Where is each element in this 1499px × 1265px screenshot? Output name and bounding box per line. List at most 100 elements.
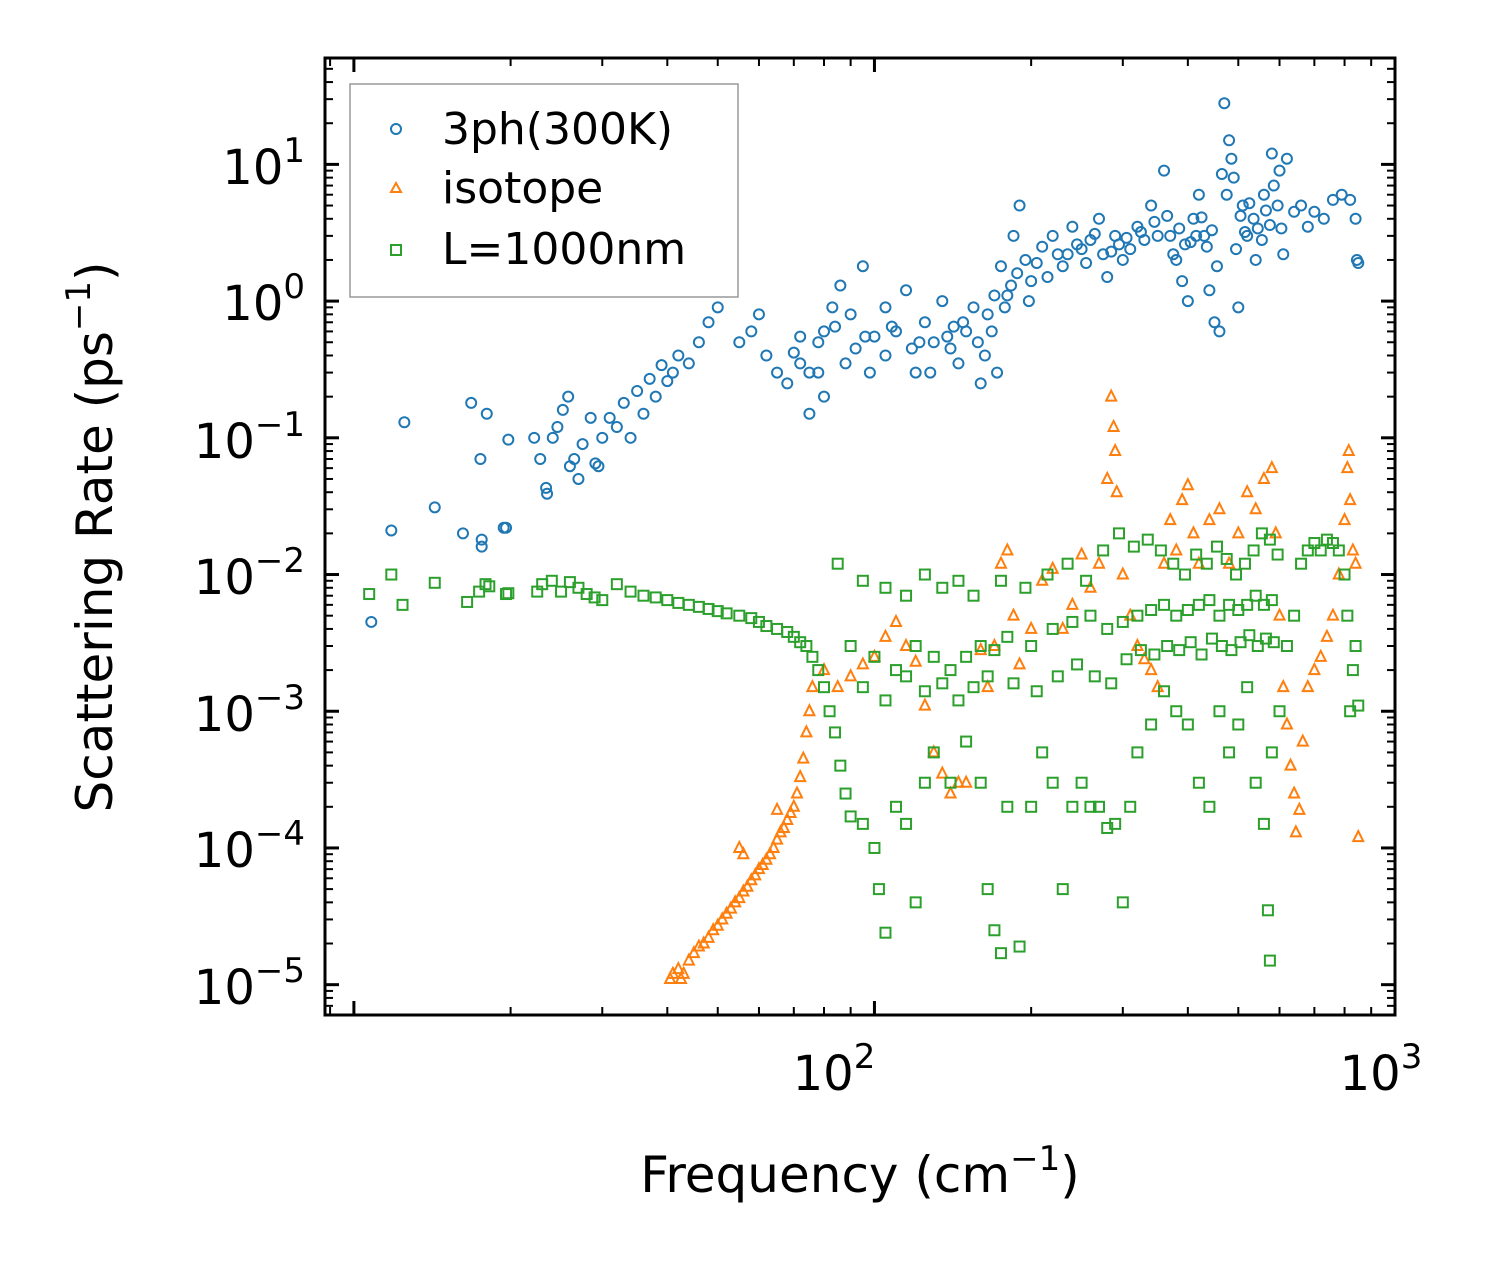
point-0-167 [913,336,926,349]
point-0-148 [1151,229,1164,242]
point-0-192 [1267,179,1280,192]
legend-box [349,83,739,298]
point-2-130 [1210,540,1223,553]
point-2-21 [637,589,650,602]
point-1-99 [1276,678,1290,693]
point-2-117 [1019,581,1032,594]
point-2-98 [1314,544,1327,557]
legend-marker-3ph [390,123,402,135]
point-2-185 [1161,640,1174,653]
point-2-48 [868,841,881,854]
point-2-152 [1101,622,1114,635]
point-0-145 [1113,238,1126,251]
point-0-169 [957,316,970,329]
point-2-136 [1263,533,1276,546]
point-2-106 [1349,640,1362,653]
point-0-132 [905,342,918,355]
point-0-105 [1223,134,1236,147]
point-0-131 [879,301,892,314]
point-2-40 [812,664,825,677]
point-2-172 [936,677,949,690]
series-0 [365,97,1365,628]
point-1-67 [1065,596,1079,610]
point-2-139 [868,650,881,663]
point-2-73 [1109,817,1122,830]
point-0-83 [1056,260,1069,273]
point-1-117 [1348,555,1363,569]
point-2-83 [1213,705,1226,718]
point-0-8 [475,533,488,546]
point-2-41 [818,681,831,694]
point-0-99 [1192,188,1205,201]
point-2-133 [1238,557,1251,570]
point-0-107 [1232,301,1245,314]
point-2-187 [1184,636,1197,649]
point-0-57 [826,301,839,314]
point-0-146 [1124,243,1137,256]
point-2-146 [988,644,1001,657]
point-0-143 [1080,256,1093,269]
point-1-40 [770,801,784,815]
point-0-79 [1019,253,1032,266]
legend-marker-l1000 [390,244,402,256]
x-tick-label-100: 102 [793,1037,876,1102]
point-0-182 [1173,222,1186,235]
y-tick-label-1e-4: 10−4 [194,814,305,879]
point-0-135 [967,301,980,314]
point-1-115 [1343,491,1357,506]
point-2-9 [502,587,515,600]
point-1-46 [878,628,893,642]
point-2-88 [1257,817,1270,830]
point-2-50 [879,926,892,939]
point-2-158 [1181,604,1194,617]
point-0-183 [1184,236,1197,249]
point-0-158 [1255,233,1268,246]
point-1-48 [899,637,913,652]
point-2-91 [1265,746,1278,759]
point-2-179 [1071,658,1084,671]
point-2-170 [900,670,913,683]
point-2-161 [1213,609,1226,622]
legend: 3ph(300K) isotope L=1000nm [349,83,739,298]
point-0-173 [1030,256,1043,269]
point-2-147 [1001,630,1014,643]
point-0-94 [1164,229,1177,242]
point-0-56 [818,325,831,338]
point-0-15 [540,481,553,494]
point-0-175 [1071,238,1084,251]
point-2-153 [1116,615,1129,628]
series-2 [363,527,1365,967]
point-2-44 [834,759,847,772]
point-0-65 [909,366,922,379]
point-1-100 [1280,716,1294,730]
point-1-7 [692,938,706,952]
point-2-84 [1223,746,1236,759]
point-0-23 [572,472,585,485]
point-2-38 [800,640,813,653]
point-0-35 [643,372,656,385]
point-0-150 [1179,238,1192,251]
point-0-186 [1215,168,1228,181]
point-2-192 [1234,636,1247,649]
point-2-30 [733,609,746,622]
point-1-24 [763,845,777,860]
point-2-150 [1066,615,1079,628]
point-0-149 [1167,248,1180,261]
point-1-33 [793,768,807,783]
point-0-168 [941,330,954,343]
point-0-73 [981,308,994,321]
point-0-43 [702,316,715,329]
point-0-176 [1088,227,1101,240]
point-2-115 [967,589,980,602]
point-0-123 [1349,212,1362,225]
point-0-114 [1280,152,1293,165]
point-2-178 [1051,670,1064,683]
point-1-93 [1240,483,1254,498]
point-0-76 [1001,289,1014,302]
point-0-163 [812,336,825,349]
point-2-93 [1280,640,1293,653]
point-0-166 [885,320,898,333]
point-1-52 [935,765,949,779]
point-2-195 [1259,632,1272,645]
point-0-36 [649,390,662,403]
